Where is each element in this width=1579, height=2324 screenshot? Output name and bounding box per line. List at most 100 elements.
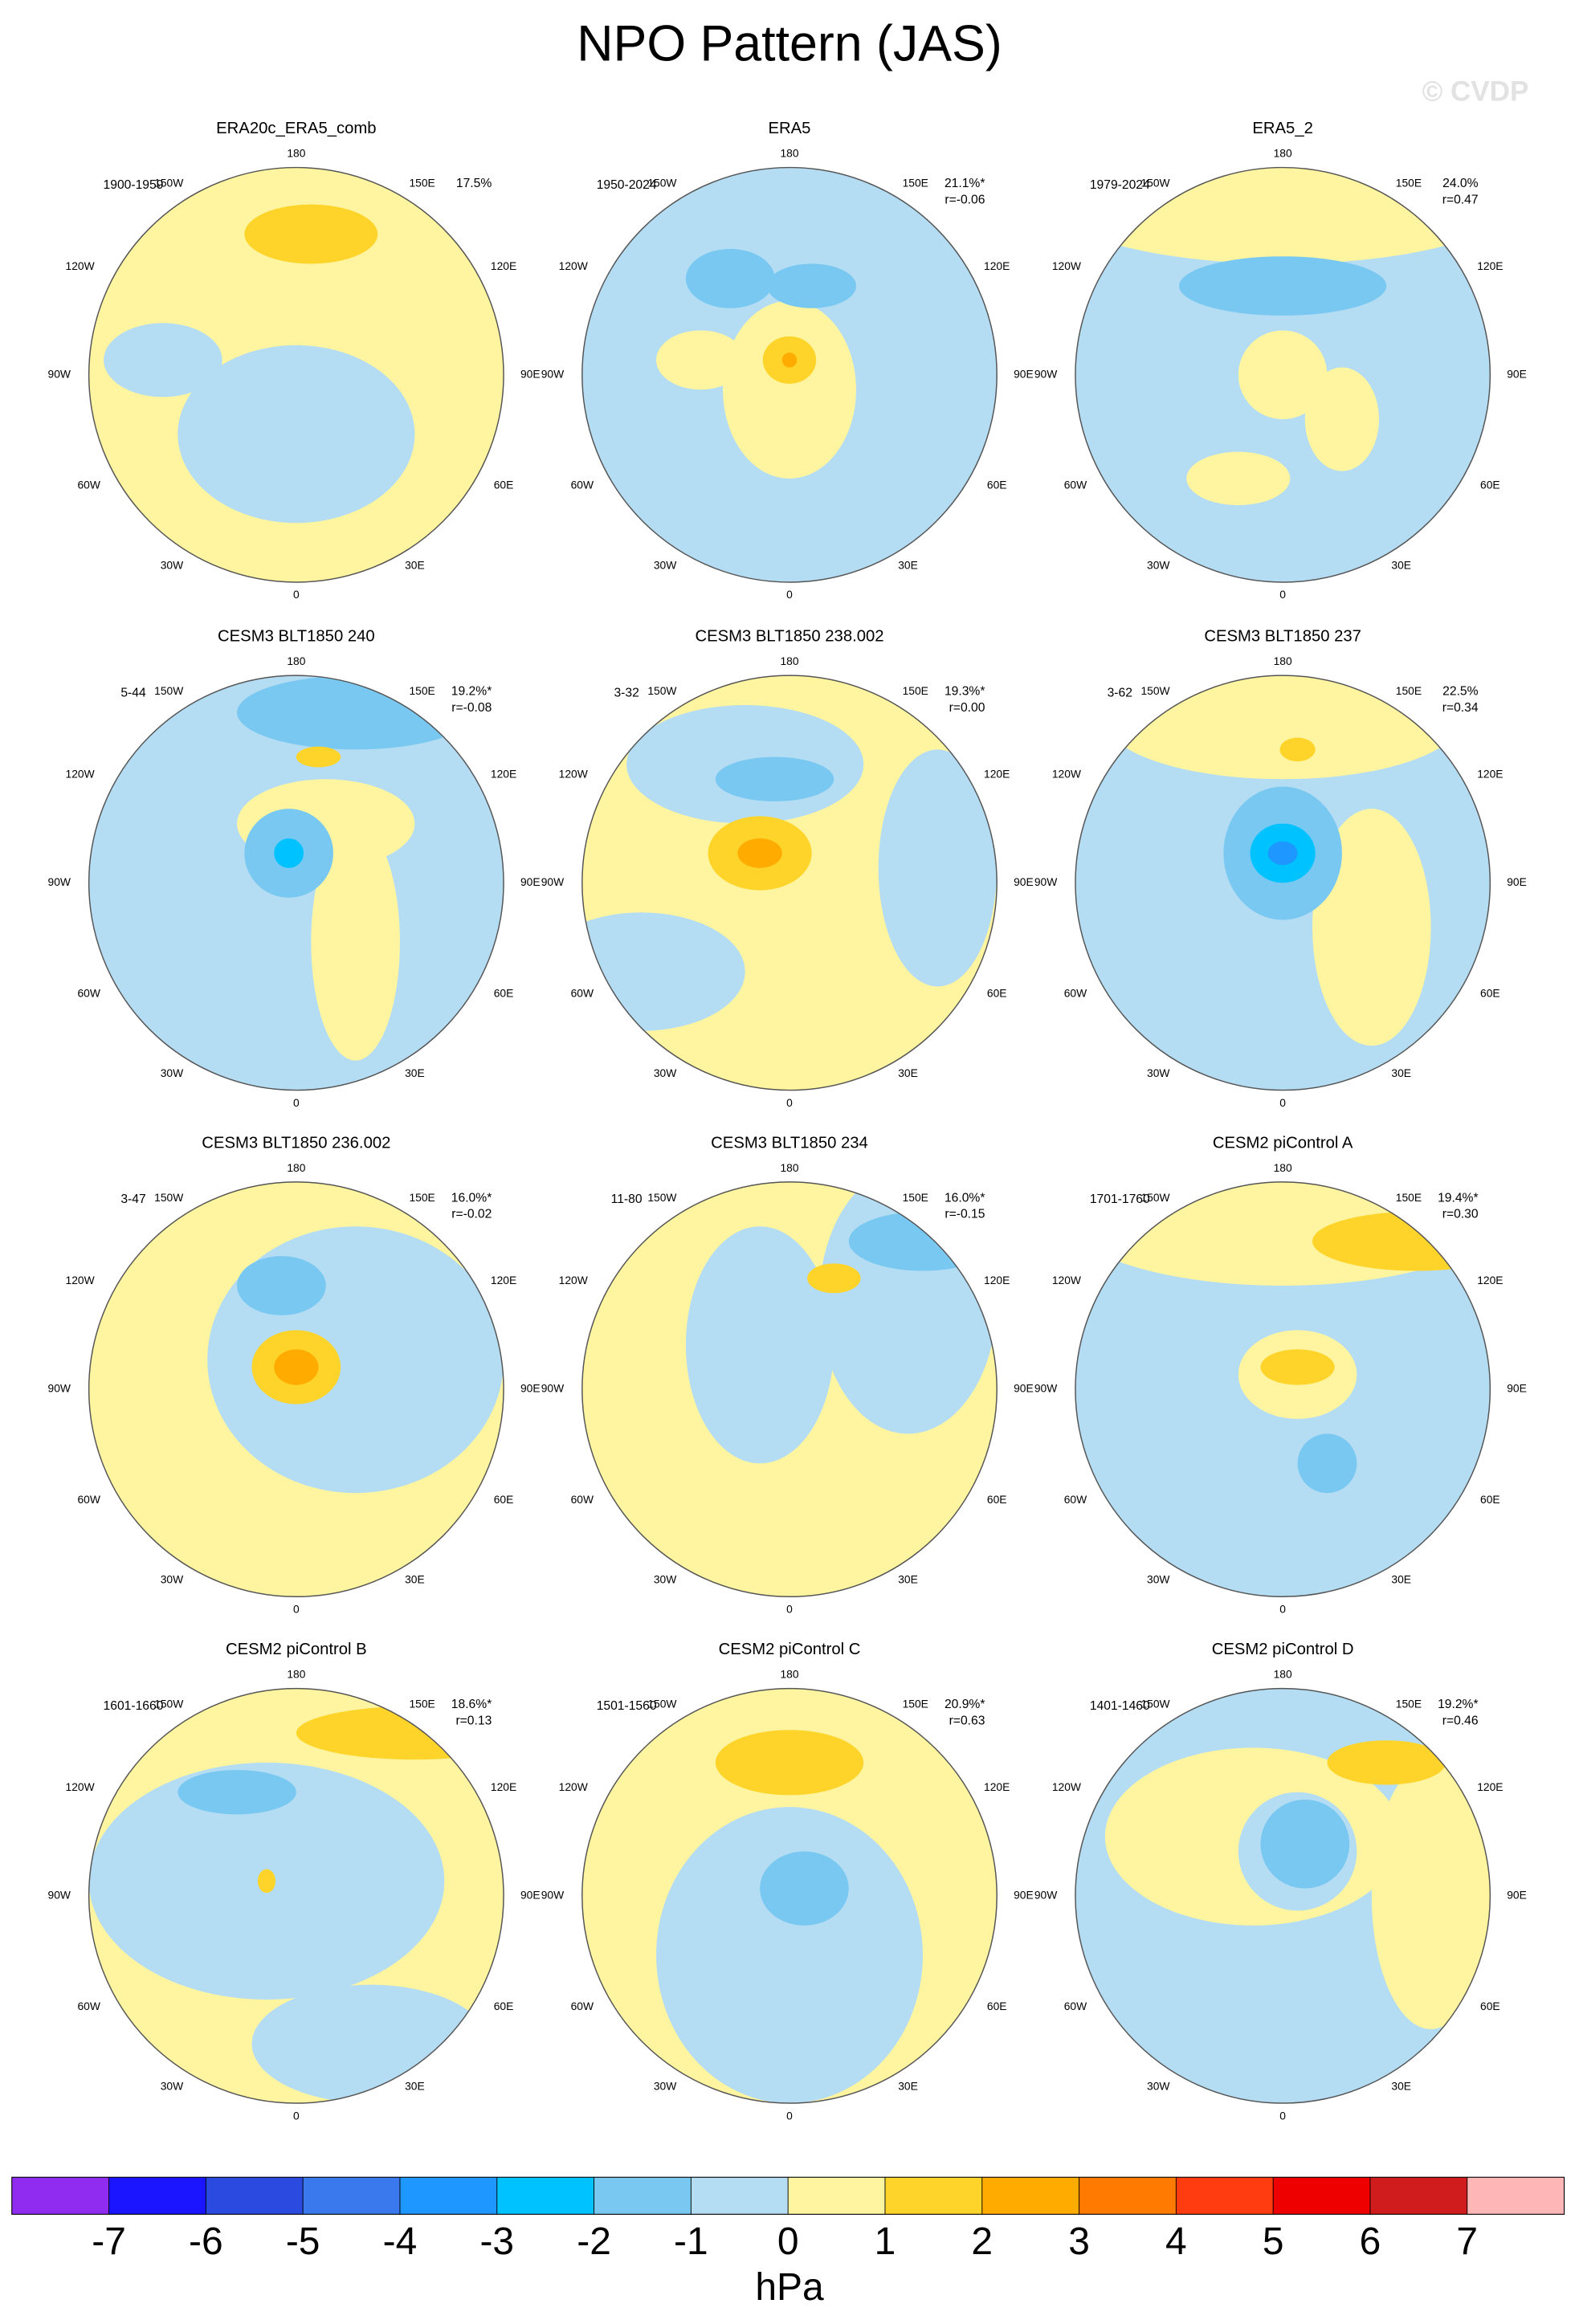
map-outline (1075, 675, 1491, 1091)
longitude-label: 180 (1274, 1161, 1292, 1174)
panel-correlation: r=0.47 (1442, 193, 1479, 206)
contour-region (311, 823, 400, 1061)
contour-region (1179, 256, 1387, 316)
panel-title: CESM2 piControl B (226, 1641, 367, 1658)
colorbar-box (108, 2177, 206, 2215)
colorbar-tick-label: 4 (1165, 2220, 1187, 2263)
longitude-label: 120W (1052, 767, 1081, 780)
longitude-label: 90E (520, 367, 541, 380)
panel-variance: 22.5% (1442, 685, 1478, 699)
map-outline (1075, 1687, 1491, 2104)
contour-region (685, 249, 775, 308)
longitude-label: 150E (903, 1698, 928, 1710)
colorbar-tick-label: 6 (1360, 2220, 1381, 2263)
longitude-label: 30E (405, 2079, 425, 2092)
panel: CESM3 BLT1850 237 3-62 22.5% r=0.34 180 0 150W… (1034, 628, 1527, 1109)
longitude-label: 60W (1064, 479, 1087, 491)
colorbar-tick-label: -4 (383, 2220, 418, 2263)
colorbar-tick-label: -2 (577, 2220, 611, 2263)
longitude-label: 120W (1052, 259, 1081, 272)
longitude-label: 150E (1396, 684, 1422, 697)
longitude-label: 30E (405, 1573, 425, 1586)
contour-region (177, 345, 415, 524)
panel: CESM3 BLT1850 236.002 3-47 16.0%* r=-0.02 18… (48, 1134, 541, 1615)
colorbar-tick-label: -1 (674, 2220, 708, 2263)
contour-region (274, 838, 304, 868)
contour-region (878, 749, 998, 987)
longitude-label: 60E (1480, 479, 1500, 491)
colorbar-box (1369, 2177, 1467, 2215)
longitude-label: 180 (287, 1161, 305, 1174)
longitude-label: 120W (559, 1780, 588, 1793)
panel-period: 1501-1560 (597, 1699, 657, 1713)
longitude-label: 60E (987, 2000, 1007, 2012)
contour-region (296, 746, 341, 768)
contour-region (1371, 1762, 1491, 2029)
contour-region (1238, 330, 1328, 420)
longitude-label: 120E (491, 1780, 516, 1793)
map-outline (88, 166, 504, 583)
longitude-label: 30W (1147, 1066, 1169, 1079)
longitude-label: 120E (491, 767, 516, 780)
longitude-label: 30E (898, 558, 918, 571)
longitude-label: 60W (77, 479, 100, 491)
longitude-label: 150E (903, 1191, 928, 1204)
longitude-label: 90W (541, 1888, 564, 1901)
panel-variance: 16.0%* (945, 1191, 985, 1205)
longitude-label: 150W (647, 177, 676, 190)
colorbar-box (1467, 2177, 1565, 2215)
colorbar-tick-label: 2 (971, 2220, 993, 2263)
map-outline (581, 1181, 998, 1598)
contour-region (237, 675, 475, 750)
panel-variance: 20.9%* (945, 1698, 985, 1711)
panel: ERA5 1950-2024 21.1%* r=-0.06 180 0 150W 150E 12… (541, 120, 1034, 601)
longitude-label: 90E (520, 875, 541, 888)
colorbar-box (594, 2177, 692, 2215)
longitude-label: 90E (1507, 1888, 1527, 1901)
panel-title: CESM2 piControl C (719, 1641, 861, 1658)
longitude-label: 120E (984, 259, 1010, 272)
longitude-label: 90E (1014, 1382, 1034, 1395)
longitude-label: 120W (66, 1780, 95, 1793)
contour-region (296, 1706, 504, 1760)
longitude-label: 150W (647, 1191, 676, 1204)
longitude-label: 180 (780, 1161, 798, 1174)
panel-correlation: r=0.13 (455, 1714, 492, 1727)
contour-region (1279, 737, 1316, 762)
longitude-label: 90W (48, 367, 71, 380)
longitude-label: 150W (1140, 684, 1169, 697)
longitude-label: 30E (898, 2079, 918, 2092)
colorbar-tick-label: -6 (189, 2220, 223, 2263)
longitude-label: 90E (1014, 1888, 1034, 1901)
contour-region (1304, 367, 1380, 471)
longitude-label: 120W (66, 767, 95, 780)
panel-period: 5-44 (120, 686, 146, 699)
longitude-label: 120E (491, 1274, 516, 1286)
panel: CESM2 piControl C 1501-1560 20.9%* r=0.63 18… (541, 1641, 1034, 2122)
colorbar-box (981, 2177, 1079, 2215)
panel-correlation: r=0.30 (1442, 1208, 1479, 1221)
map-outline (88, 1181, 504, 1598)
longitude-label: 0 (293, 1603, 300, 1616)
longitude-label: 60E (987, 1493, 1007, 1506)
map-field (104, 204, 415, 524)
longitude-label: 90E (1014, 367, 1034, 380)
longitude-label: 60W (571, 2000, 594, 2012)
contour-region (656, 330, 745, 390)
longitude-label: 120E (491, 259, 516, 272)
contour-region (767, 263, 856, 308)
longitude-label: 30E (898, 1066, 918, 1079)
contour-region (1260, 1799, 1350, 1889)
panel-period: 1979-2024 (1090, 178, 1150, 192)
longitude-label: 150W (1140, 1698, 1169, 1710)
longitude-label: 60E (494, 479, 514, 491)
longitude-label: 30W (161, 1573, 183, 1586)
longitude-label: 0 (293, 2109, 300, 2122)
longitude-label: 0 (786, 1603, 793, 1616)
colorbar-box (206, 2177, 304, 2215)
longitude-label: 60E (1480, 986, 1500, 999)
panel-variance: 19.2%* (451, 685, 492, 699)
longitude-label: 0 (1279, 588, 1286, 601)
longitude-label: 120W (66, 259, 95, 272)
